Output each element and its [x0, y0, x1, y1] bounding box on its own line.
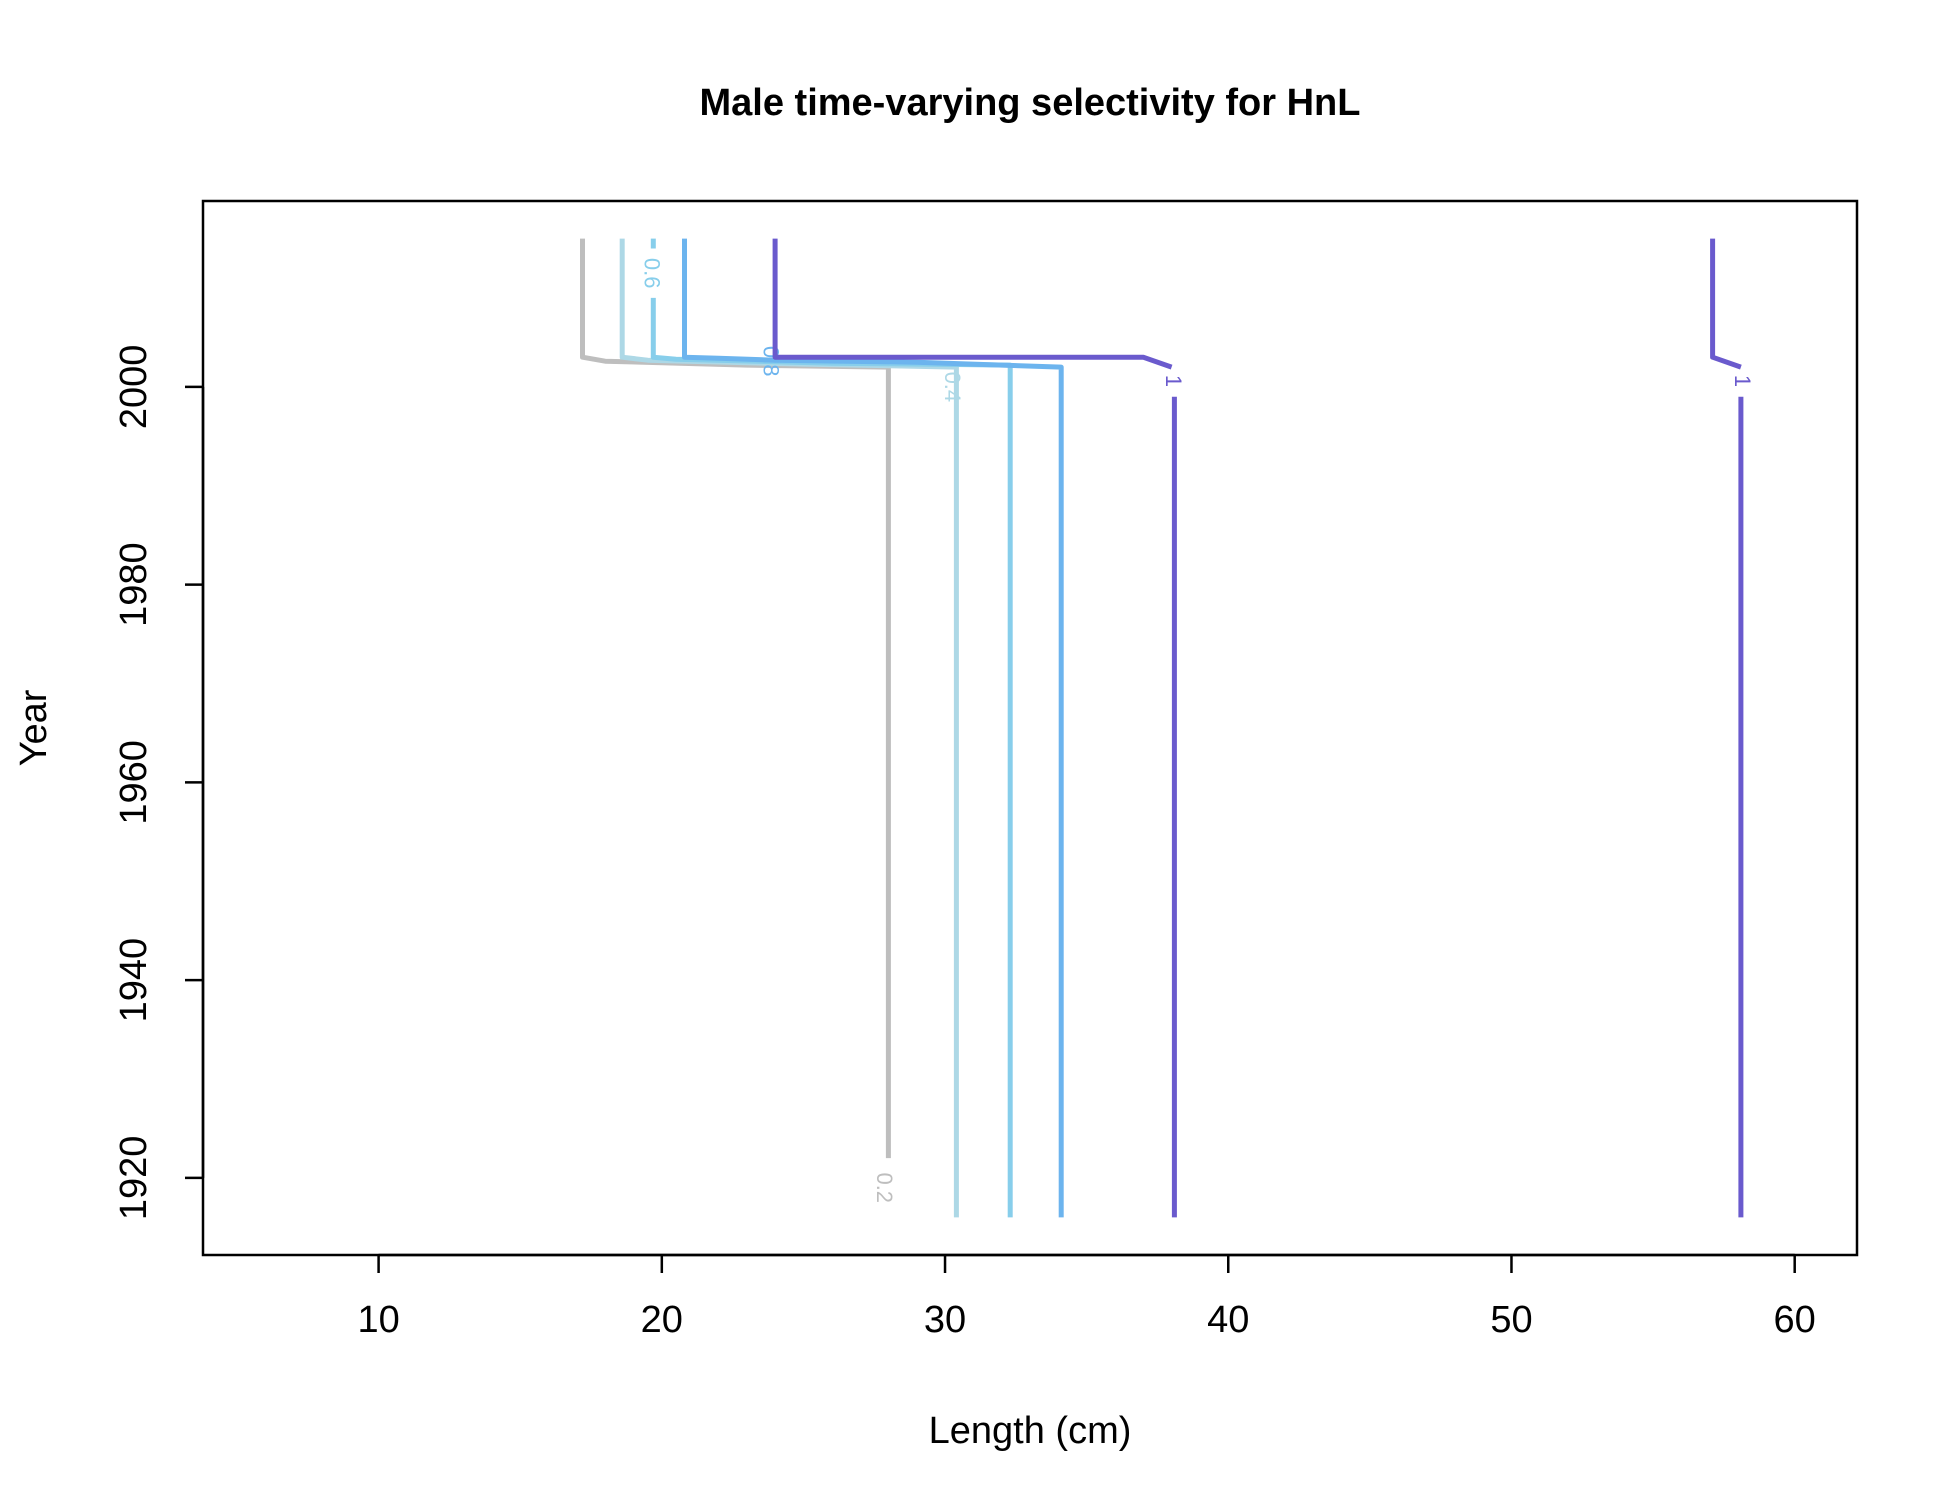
y-tick-label: 1940 — [113, 938, 155, 1023]
y-tick-label: 2000 — [113, 345, 155, 430]
contour-label-0-8-5: 0.8 — [759, 346, 784, 377]
contour-label-0-4-1: 0.4 — [940, 372, 965, 403]
contour-line-0-2-0 — [580, 238, 891, 1159]
contour-label-1-6: 1 — [1161, 375, 1186, 387]
y-tick-label: 1920 — [113, 1136, 155, 1221]
chart-title: Male time-varying selectivity for HnL — [700, 82, 1361, 124]
x-tick-label: 10 — [357, 1299, 399, 1341]
x-axis-label: Length (cm) — [929, 1410, 1132, 1452]
y-tick-label: 1960 — [113, 740, 155, 825]
x-tick-label: 30 — [924, 1299, 966, 1341]
contour-label-1-8: 1 — [1730, 375, 1755, 387]
contour-line-0-8-5 — [682, 238, 1064, 1218]
y-axis: 1920 1940 1960 1980 2000 — [113, 345, 205, 1221]
y-axis-label: Year — [13, 689, 55, 766]
contour-line-1-8 — [1710, 238, 1742, 370]
x-tick-label: 40 — [1207, 1299, 1249, 1341]
x-tick-label: 20 — [641, 1299, 683, 1341]
contour-label-0-2-0: 0.2 — [872, 1172, 897, 1203]
contour-line-1-6 — [772, 238, 1173, 370]
plot-area: 0.2 0.4 0.6 0.8 1 1 — [580, 238, 1755, 1218]
contour-label-0-6-3: 0.6 — [640, 258, 665, 289]
x-tick-label: 50 — [1490, 1299, 1532, 1341]
x-tick-label: 60 — [1774, 1299, 1816, 1341]
y-tick-label: 1980 — [113, 542, 155, 627]
contour-line-0-4-1 — [619, 238, 959, 417]
x-axis: 10 20 30 40 50 60 — [357, 1253, 1816, 1341]
